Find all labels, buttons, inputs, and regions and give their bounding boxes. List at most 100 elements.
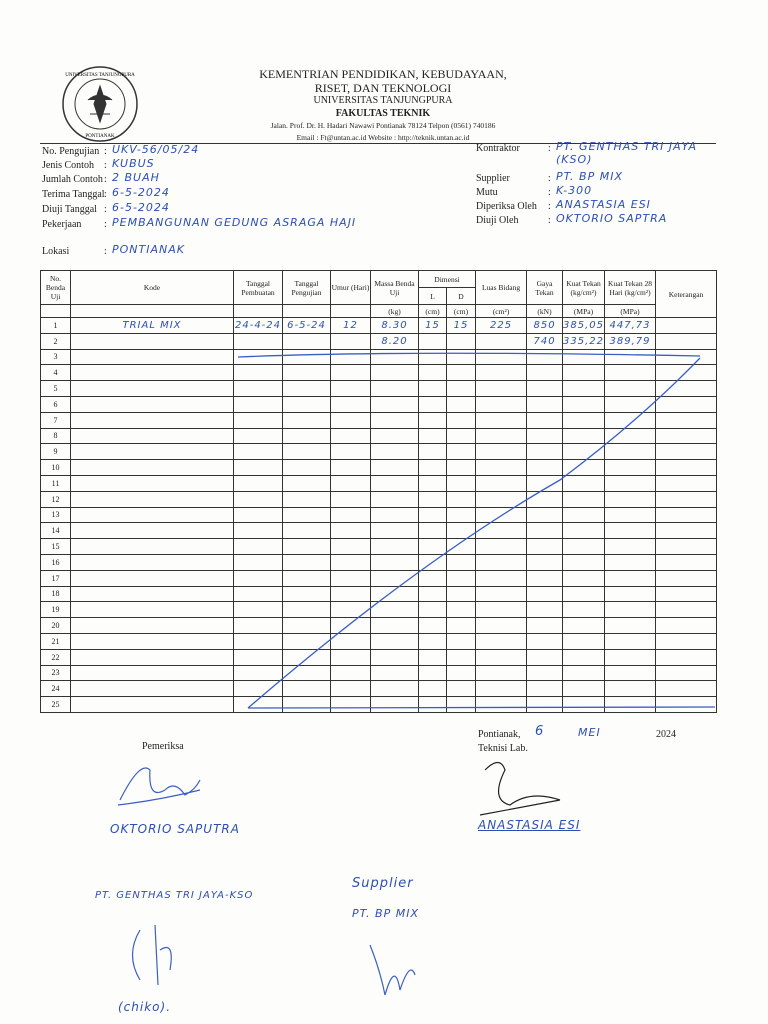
table-cell	[445, 332, 477, 350]
table-row: 1 TRIAL MIX 24-4-24 6-5-24 12 8.30 15 15 225 850 3…	[40, 317, 718, 334]
university: UNIVERSITAS TANJUNGPURA	[313, 95, 453, 106]
table-cell	[233, 490, 283, 508]
table-cell	[370, 427, 419, 445]
table-cell	[330, 490, 371, 508]
table-cell	[604, 601, 657, 619]
table-cell	[604, 427, 657, 445]
table-cell	[562, 538, 606, 555]
table-cell	[445, 364, 477, 382]
header-cell: Tanggal Pengujian	[282, 270, 331, 305]
table-cell	[475, 696, 528, 713]
table-cell	[370, 348, 419, 366]
table-cell	[655, 696, 718, 713]
table-cell	[604, 569, 657, 587]
table-cell	[330, 522, 371, 540]
header-cell: Dimensi	[417, 270, 477, 288]
table-cell	[562, 364, 606, 382]
table-cell	[418, 538, 447, 555]
header-cell: L	[418, 287, 447, 305]
table-cell	[418, 395, 447, 413]
table-cell: 1	[40, 317, 71, 334]
table-cell	[282, 680, 331, 698]
table-cell	[418, 506, 447, 524]
table-cell	[418, 332, 447, 350]
table-cell: 12	[40, 490, 71, 508]
table-cell	[70, 648, 234, 666]
table-cell	[233, 553, 283, 571]
header-cell: Massa Benda Uji	[370, 270, 419, 305]
table-cell	[370, 632, 419, 650]
table-cell	[475, 538, 528, 555]
test-table: No. Benda Uji Kode Tanggal Pembuatan Tan…	[40, 270, 718, 713]
table-cell	[475, 522, 528, 540]
table-cell	[233, 395, 283, 413]
table-cell	[233, 632, 283, 650]
table-cell	[70, 538, 234, 555]
table-cell	[233, 601, 283, 619]
day: 6	[535, 724, 545, 739]
table-cell	[445, 569, 477, 587]
table-cell: 3	[40, 348, 71, 366]
table-cell	[526, 427, 564, 445]
field-value: 2 BUAH	[112, 171, 160, 184]
table-cell	[282, 585, 331, 603]
table-cell	[418, 522, 447, 540]
field-colon: :	[548, 173, 551, 184]
table-cell	[330, 680, 371, 698]
table-cell	[526, 443, 564, 461]
logo-text: UNIVERSITAS TANJUNGPURA	[65, 73, 135, 78]
table-cell	[604, 553, 657, 571]
table-cell	[282, 332, 331, 350]
table-cell: 389,79	[604, 332, 657, 350]
unit-cell	[70, 304, 234, 318]
table-cell	[418, 364, 447, 382]
table-cell	[370, 648, 419, 666]
field-colon: :	[548, 201, 551, 212]
table-cell	[445, 617, 477, 634]
field-colon: :	[548, 143, 551, 154]
table-cell	[282, 474, 331, 492]
table-cell	[475, 601, 528, 619]
table-cell	[282, 553, 331, 571]
table-cell: 15	[418, 317, 447, 334]
table-cell	[526, 696, 564, 713]
table-cell: 225	[475, 317, 528, 334]
contact: Email : Ft@untan.ac.id Website : http://…	[296, 133, 470, 142]
table-cell	[370, 364, 419, 382]
table-cell	[282, 569, 331, 587]
table-cell	[233, 380, 283, 397]
table-cell	[562, 585, 606, 603]
table-cell	[370, 380, 419, 397]
field-value: KUBUS	[112, 157, 155, 170]
technician-name: ANASTASIA ESI	[478, 818, 581, 832]
table-cell	[562, 459, 606, 476]
table-cell	[475, 585, 528, 603]
table-cell	[475, 411, 528, 429]
table-cell	[418, 490, 447, 508]
table-cell	[475, 506, 528, 524]
faculty: FAKULTAS TEKNIK	[335, 108, 431, 119]
table-cell	[418, 664, 447, 682]
table-cell	[562, 664, 606, 682]
table-cell	[562, 553, 606, 571]
table-row: 12	[40, 490, 718, 508]
table-cell	[655, 474, 718, 492]
table-cell	[233, 506, 283, 524]
table-cell	[475, 680, 528, 698]
field-value: 6-5-2024	[112, 186, 170, 199]
table-cell	[70, 380, 234, 397]
table-cell	[418, 459, 447, 476]
table-cell	[330, 648, 371, 666]
table-cell	[526, 538, 564, 555]
table-row: 4	[40, 364, 718, 382]
table-row: 10	[40, 459, 718, 476]
table-cell	[604, 648, 657, 666]
table-cell	[526, 585, 564, 603]
table-cell	[418, 569, 447, 587]
field-value: UKV-56/05/24	[112, 143, 200, 156]
field-label: Diuji Tanggal	[42, 204, 97, 215]
table-cell	[526, 474, 564, 492]
table-cell	[655, 380, 718, 397]
table-cell	[655, 601, 718, 619]
table-cell	[330, 632, 371, 650]
